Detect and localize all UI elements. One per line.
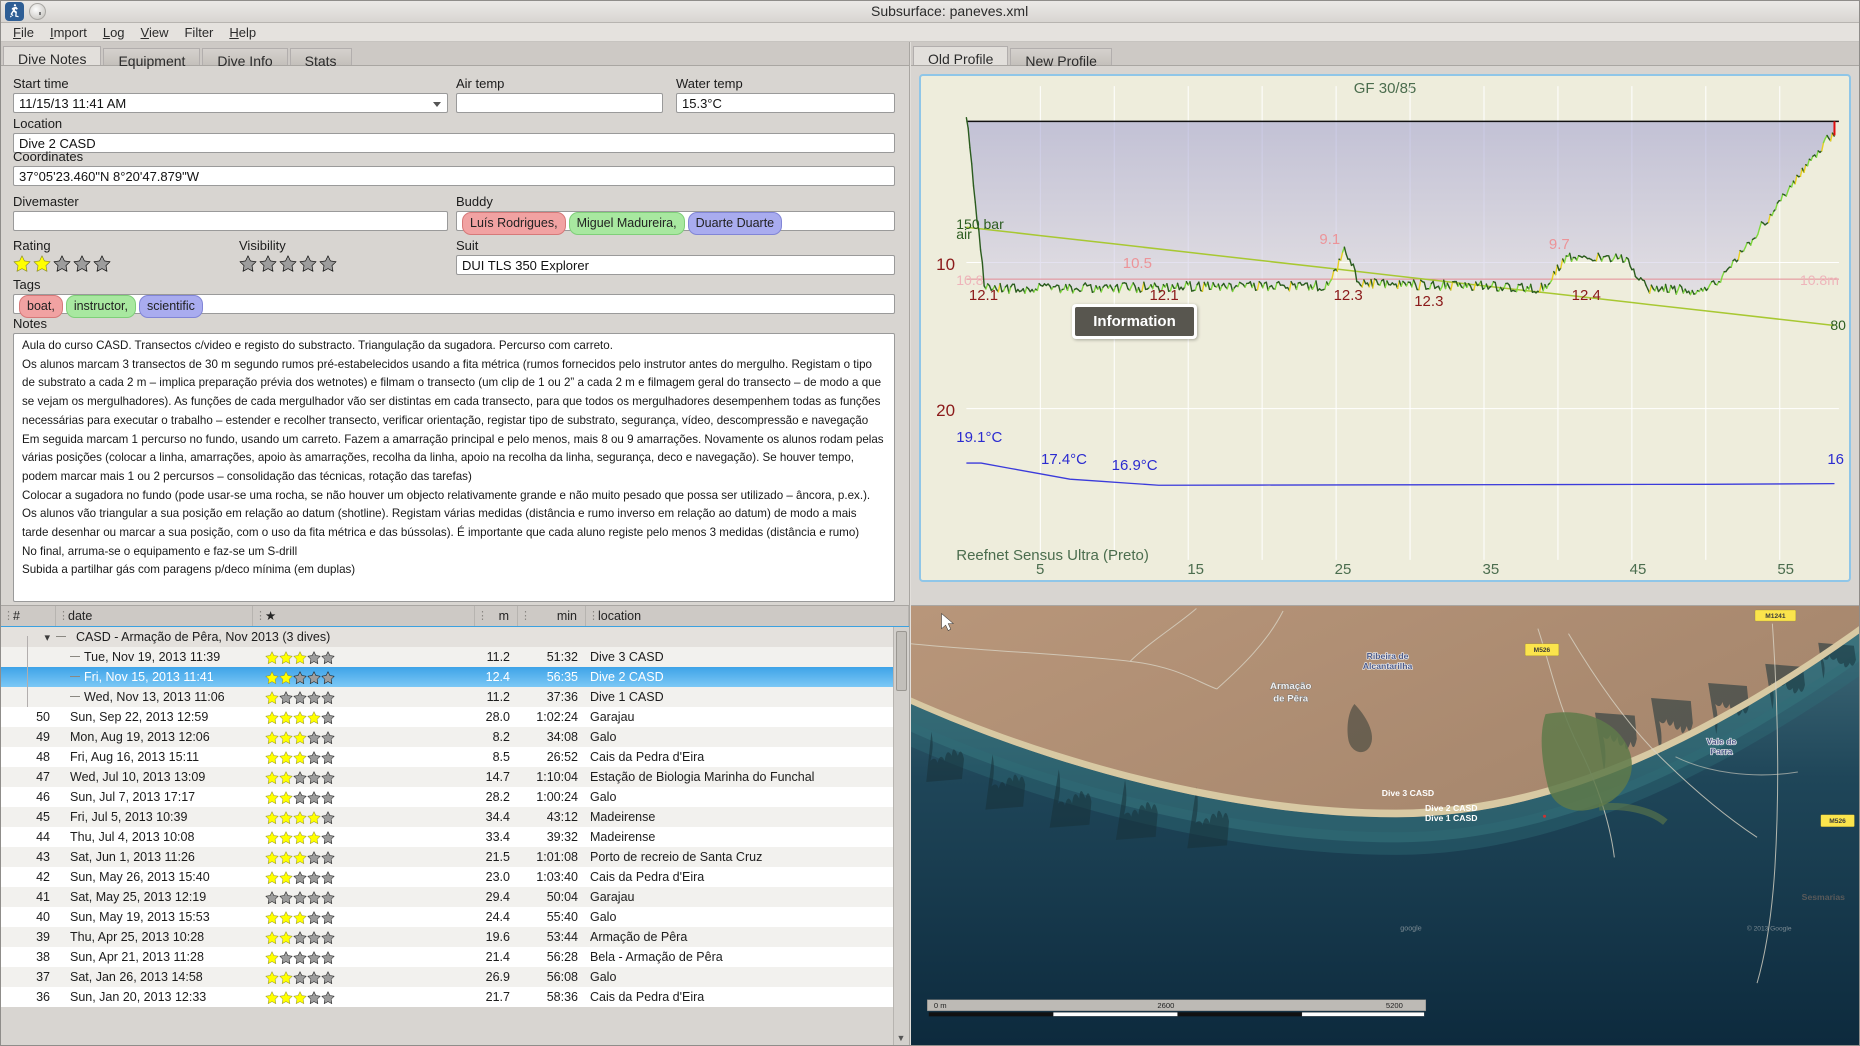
- svg-text:Dive 1 CASD: Dive 1 CASD: [1425, 813, 1477, 823]
- svg-text:© 2013 Google: © 2013 Google: [1747, 924, 1792, 932]
- svg-text:Sesmarias: Sesmarias: [1802, 892, 1846, 902]
- svg-text:M526: M526: [1534, 647, 1551, 654]
- svg-text:M526: M526: [1829, 818, 1846, 825]
- svg-text:M1241: M1241: [1765, 613, 1786, 620]
- svg-text:Vale de: Vale de: [1706, 736, 1736, 746]
- svg-text:5200: 5200: [1386, 1001, 1403, 1010]
- svg-text:Dive 2 CASD: Dive 2 CASD: [1425, 803, 1477, 813]
- svg-text:Armação: Armação: [1270, 681, 1312, 692]
- svg-text:2600: 2600: [1157, 1001, 1174, 1010]
- svg-text:Ribeira de: Ribeira de: [1367, 651, 1409, 661]
- svg-text:Parra: Parra: [1710, 746, 1732, 756]
- svg-text:google: google: [1400, 924, 1421, 932]
- svg-text:de Pêra: de Pêra: [1273, 694, 1309, 705]
- svg-text:Alcantarilha: Alcantarilha: [1363, 661, 1413, 671]
- svg-text:Dive 3 CASD: Dive 3 CASD: [1382, 788, 1434, 798]
- svg-text:0 m: 0 m: [934, 1001, 947, 1010]
